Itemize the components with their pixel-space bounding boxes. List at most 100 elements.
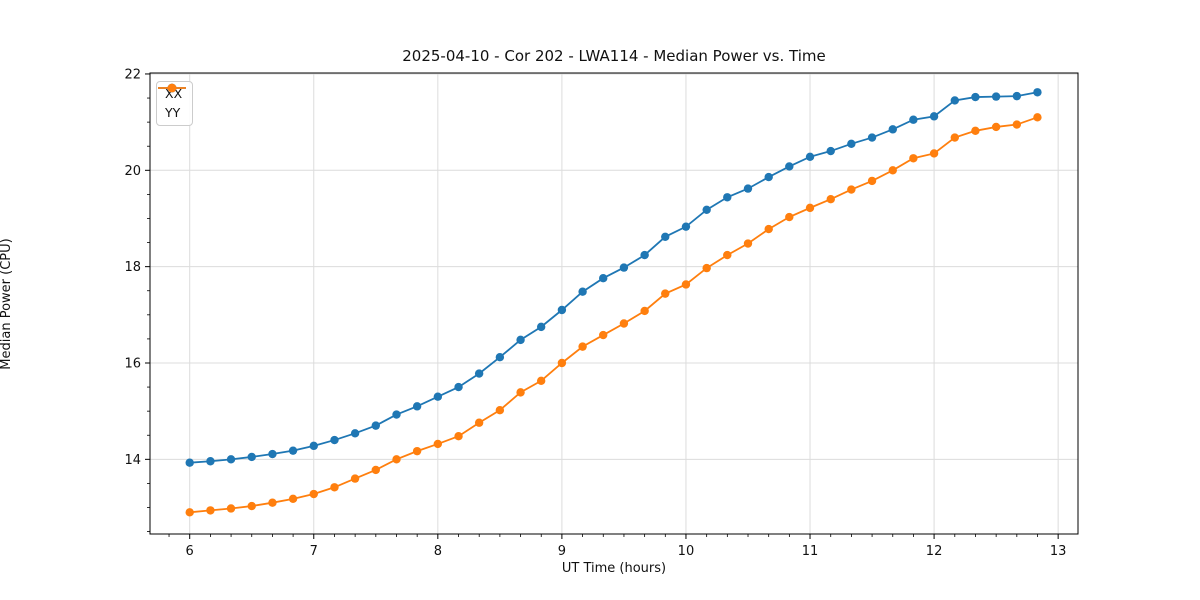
data-point-xx [661, 232, 670, 241]
data-point-yy [805, 203, 815, 213]
chart-title: 2025-04-10 - Cor 202 - LWA114 - Median P… [402, 47, 826, 65]
data-point-yy [599, 330, 608, 340]
data-point-xx [495, 353, 505, 362]
data-point-yy [640, 306, 649, 316]
x-tick-label: 6 [186, 544, 194, 559]
data-point-xx [516, 335, 525, 345]
data-point-yy [516, 388, 525, 397]
data-point-xx [330, 435, 339, 445]
data-point-yy [661, 289, 670, 298]
data-point-xx [185, 458, 194, 467]
data-point-yy [950, 133, 960, 142]
data-point-yy [247, 501, 256, 511]
data-point-xx [1012, 91, 1022, 101]
data-point-xx [743, 184, 753, 193]
data-point-yy [888, 166, 897, 175]
data-point-yy [226, 504, 236, 513]
data-point-xx [723, 193, 732, 202]
data-point-xx [226, 455, 236, 464]
data-point-xx [350, 429, 360, 438]
series-yy [185, 113, 1042, 517]
data-point-yy [702, 263, 711, 273]
x-tick-label: 10 [678, 544, 695, 559]
data-point-xx [599, 274, 608, 283]
data-point-yy [764, 224, 773, 234]
data-point-yy [350, 474, 360, 483]
data-point-xx [785, 162, 794, 171]
data-point-xx [474, 369, 484, 378]
legend-item-yy: YY [158, 83, 186, 120]
x-tick-label: 8 [434, 544, 442, 559]
data-point-yy [454, 432, 463, 441]
plot-border [149, 72, 1079, 535]
x-axis-label: UT Time (hours) [561, 561, 667, 576]
data-point-yy [743, 239, 753, 248]
data-point-xx [950, 96, 960, 105]
data-point-yy [536, 376, 546, 386]
x-tick-label: 12 [926, 544, 943, 559]
x-axis: 6 7 8 9 10 11 12 13 [168, 534, 1067, 559]
y-tick-label: 22 [124, 67, 141, 82]
data-point-xx [929, 112, 939, 121]
data-point-yy [185, 508, 194, 517]
data-point-yy [371, 465, 380, 475]
data-point-yy [909, 154, 918, 163]
data-point-xx [557, 305, 567, 315]
data-point-yy [206, 506, 215, 515]
data-point-yy [495, 405, 505, 415]
y-tick-label: 18 [124, 260, 141, 275]
data-point-xx [454, 382, 463, 392]
data-point-yy [412, 446, 422, 456]
data-point-yy [288, 494, 298, 504]
data-point-yy [681, 280, 691, 289]
data-point-xx [247, 452, 256, 462]
data-point-xx [805, 152, 815, 162]
data-point-xx [1033, 88, 1042, 97]
y-tick-label: 20 [124, 164, 141, 179]
y-tick-label: 16 [124, 356, 141, 371]
data-point-yy [971, 126, 980, 136]
data-point-yy [991, 122, 1001, 132]
legend-label-yy: YY [165, 105, 181, 120]
data-point-xx [578, 287, 587, 296]
data-point-xx [826, 146, 835, 156]
x-tick-label: 7 [310, 544, 318, 559]
data-point-yy [578, 342, 587, 351]
series-xx [185, 88, 1042, 467]
data-point-xx [433, 392, 443, 401]
data-point-xx [991, 92, 1001, 101]
data-point-yy [867, 176, 877, 186]
data-point-xx [268, 449, 277, 459]
y-axis-label: Median Power (CPU) [0, 238, 14, 370]
data-point-yy [474, 418, 484, 427]
y-tick-label: 14 [124, 453, 141, 468]
data-point-yy [1033, 113, 1042, 122]
data-point-xx [681, 222, 691, 231]
data-point-yy [1012, 120, 1022, 129]
data-point-yy [826, 195, 835, 204]
data-point-yy [929, 149, 939, 158]
gridlines [150, 73, 1078, 534]
data-point-xx [640, 250, 649, 260]
data-point-yy [268, 498, 277, 507]
data-point-xx [702, 205, 711, 215]
x-tick-label: 13 [1050, 544, 1067, 559]
data-point-xx [412, 402, 422, 411]
data-point-xx [536, 322, 546, 332]
x-tick-label: 11 [802, 544, 819, 559]
data-point-xx [619, 263, 629, 272]
data-point-yy [330, 483, 339, 492]
data-point-yy [557, 358, 567, 368]
data-point-yy [392, 455, 401, 464]
data-point-yy [309, 489, 318, 499]
data-point-xx [288, 446, 298, 455]
data-point-yy [723, 250, 732, 260]
data-point-yy [619, 319, 629, 328]
x-tick-label: 9 [558, 544, 566, 559]
data-point-xx [371, 421, 380, 430]
data-point-xx [909, 115, 918, 124]
data-point-yy [847, 185, 856, 194]
y-axis: 14 16 18 20 22 [124, 67, 150, 532]
